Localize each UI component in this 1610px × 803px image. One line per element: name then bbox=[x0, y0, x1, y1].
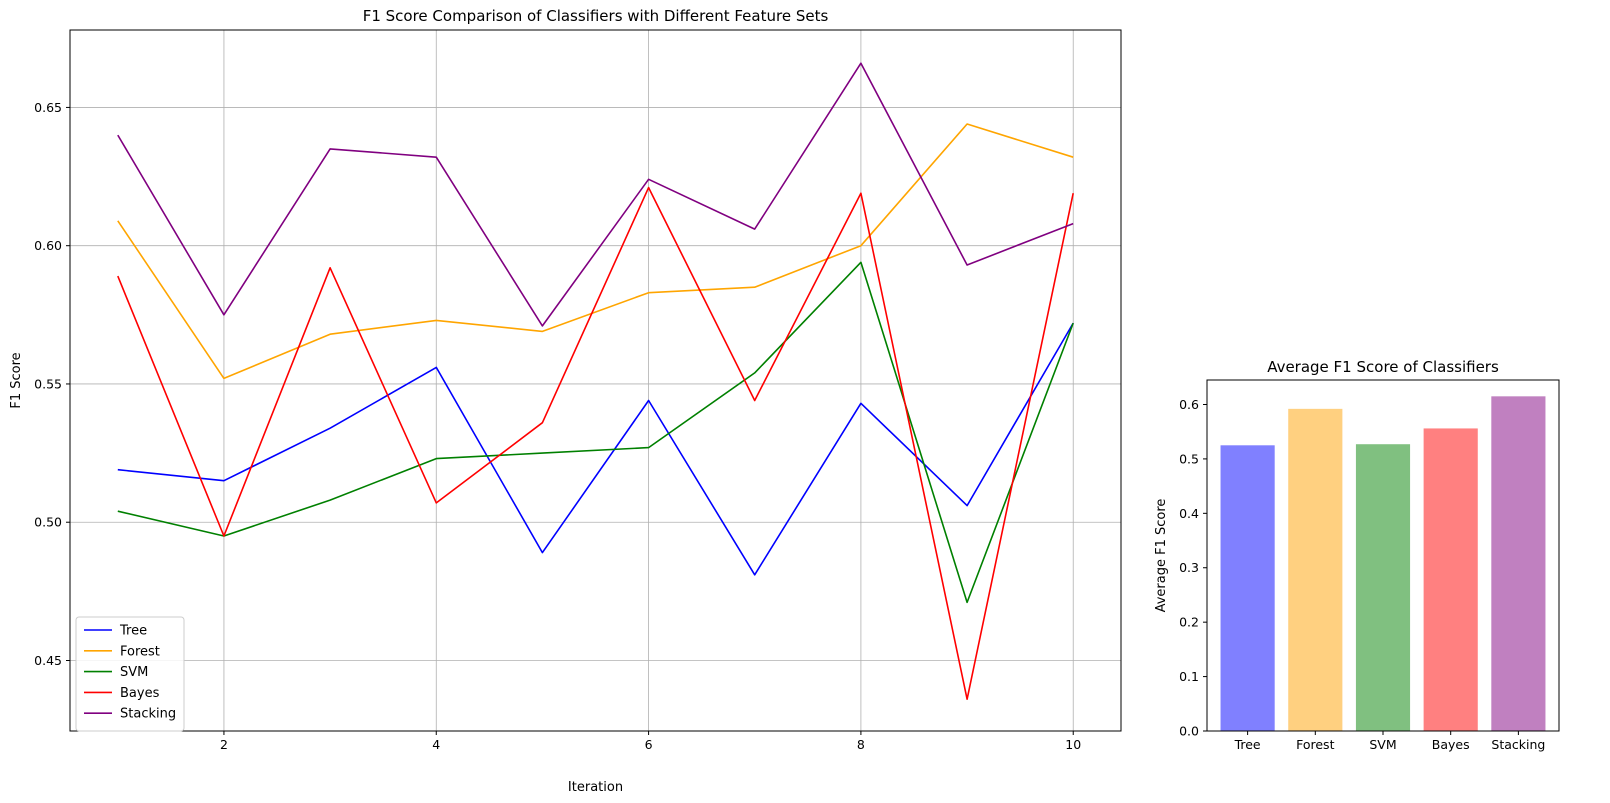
x-tick-label: 2 bbox=[220, 737, 228, 752]
bar-svm bbox=[1355, 444, 1411, 731]
y-tick-label: 0.5 bbox=[1179, 451, 1199, 466]
series-line-stacking bbox=[117, 62, 1074, 327]
line-chart: 2 4 6 8 10 0.45 0.50 0.55 0.60 0.65 F1 Score Com… bbox=[9, 7, 1122, 795]
line-chart-legend: Tree Forest SVM Bayes Stacking bbox=[75, 616, 185, 732]
y-tick-label: 0.55 bbox=[34, 376, 62, 391]
y-tick-label: 0.65 bbox=[34, 100, 62, 115]
y-tick-label: 0.60 bbox=[34, 238, 62, 253]
legend-label-svm: SVM bbox=[120, 665, 148, 680]
line-chart-y-axis-label: F1 Score bbox=[9, 352, 24, 408]
y-tick-label: 0.3 bbox=[1179, 560, 1199, 575]
bar-bayes bbox=[1423, 428, 1478, 731]
bar-chart: Tree Forest SVM Bayes Stacking 0.00.10.20.30… bbox=[1154, 358, 1560, 752]
y-tick-label: 0.0 bbox=[1179, 724, 1199, 739]
y-tick-label: 0.2 bbox=[1179, 615, 1199, 630]
x-tick-label: 4 bbox=[432, 737, 440, 752]
bar-chart-bars bbox=[1220, 396, 1546, 731]
legend-label-tree: Tree bbox=[119, 624, 147, 639]
y-tick-label: 0.6 bbox=[1179, 397, 1199, 412]
legend-label-bayes: Bayes bbox=[120, 686, 160, 701]
x-tick-label: Bayes bbox=[1432, 737, 1470, 752]
series-line-tree bbox=[117, 322, 1074, 576]
bar-chart-y-ticks: 0.0 0.1 0.2 0.3 0.4 0.5 0.6 bbox=[1179, 397, 1207, 739]
line-chart-x-ticks: 2 4 6 8 10 bbox=[220, 731, 1081, 752]
legend-box bbox=[75, 616, 185, 732]
legend-label-forest: Forest bbox=[120, 644, 160, 659]
line-chart-series bbox=[117, 62, 1074, 701]
bar-chart-y-axis-label: Average F1 Score bbox=[1154, 499, 1169, 613]
x-tick-label: SVM bbox=[1369, 737, 1396, 752]
x-tick-label: Forest bbox=[1296, 737, 1334, 752]
series-line-bayes bbox=[117, 186, 1074, 701]
x-tick-label: 8 bbox=[857, 737, 865, 752]
line-chart-title: F1 Score Comparison of Classifiers with … bbox=[363, 7, 829, 25]
bar-tree bbox=[1220, 445, 1275, 731]
y-tick-label: 0.45 bbox=[34, 653, 62, 668]
x-tick-label: Stacking bbox=[1491, 737, 1545, 752]
line-chart-grid bbox=[70, 30, 1121, 731]
x-tick-label: Tree bbox=[1234, 737, 1261, 752]
series-line-forest bbox=[117, 123, 1074, 380]
bar-forest bbox=[1288, 408, 1343, 731]
bar-stacking bbox=[1491, 396, 1546, 731]
y-tick-label: 0.50 bbox=[34, 515, 62, 530]
bar-chart-title: Average F1 Score of Classifiers bbox=[1267, 358, 1499, 376]
series-line-svm bbox=[117, 261, 1074, 604]
bar-chart-x-ticks: Tree Forest SVM Bayes Stacking bbox=[1234, 731, 1545, 752]
legend-label-stacking: Stacking bbox=[120, 707, 176, 722]
y-tick-label: 0.4 bbox=[1179, 506, 1199, 521]
x-tick-label: 6 bbox=[645, 737, 653, 752]
line-chart-x-axis-label: Iteration bbox=[568, 780, 623, 795]
line-chart-y-ticks: 0.45 0.50 0.55 0.60 0.65 bbox=[34, 100, 70, 668]
y-tick-label: 0.1 bbox=[1179, 669, 1199, 684]
x-tick-label: 10 bbox=[1065, 737, 1081, 752]
line-chart-frame bbox=[69, 29, 1122, 732]
